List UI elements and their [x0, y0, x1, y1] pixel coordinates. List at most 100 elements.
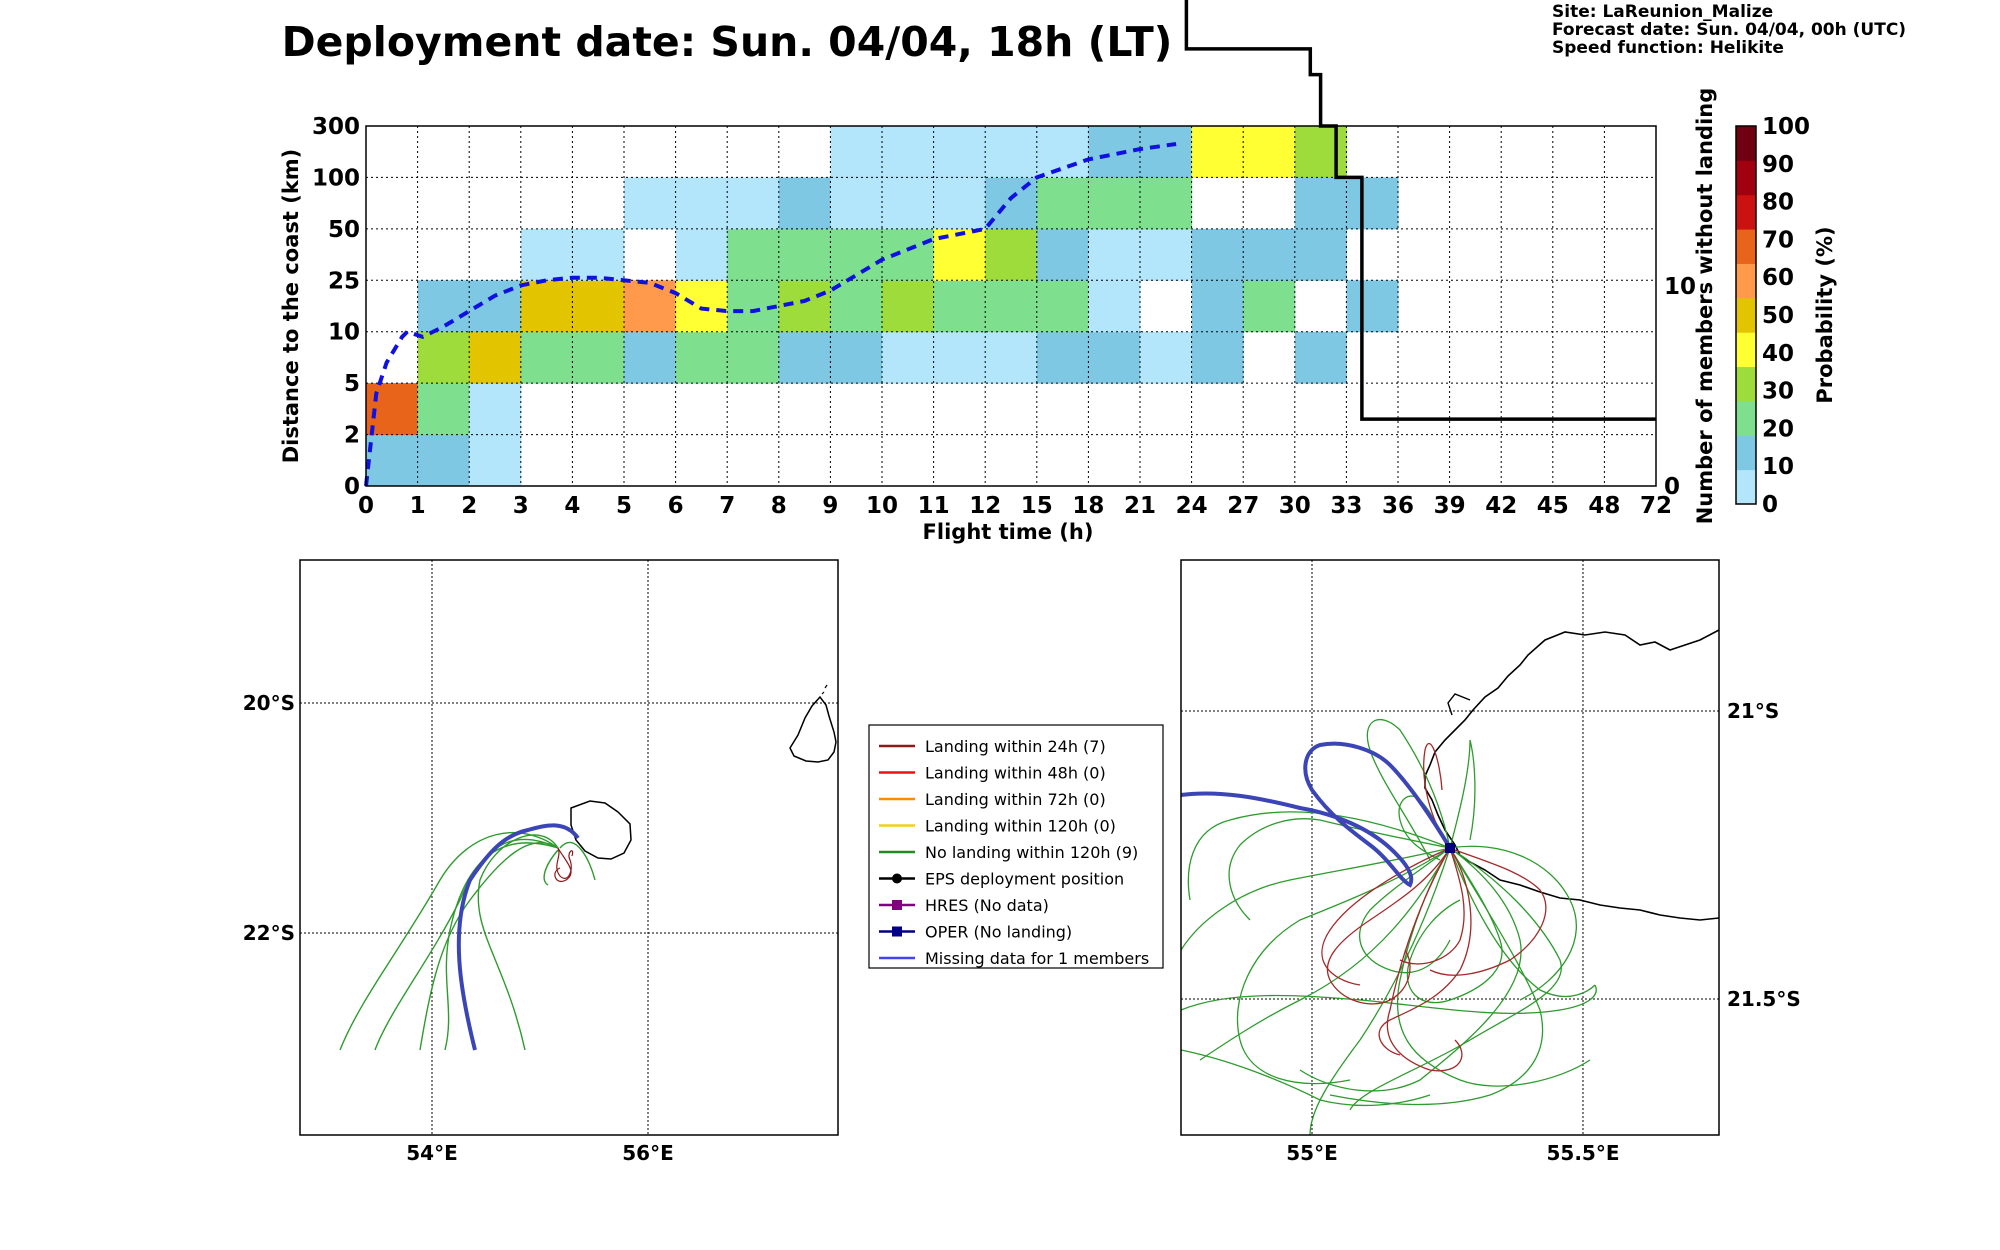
heatmap-cell-21 [1191, 331, 1244, 384]
heatmap-cell-43 [727, 228, 780, 281]
x-tick-label: 48 [1588, 493, 1620, 519]
heatmap-cell-54 [1294, 228, 1347, 281]
heatmap-cell-31 [830, 280, 883, 333]
colorbar-tick-label: 0 [1762, 492, 1778, 518]
x-tick-label: 18 [1072, 493, 1104, 519]
y2-tick-label: 10 [1664, 274, 1696, 300]
zoom-map-frame [1180, 559, 1720, 1136]
heatmap-cell-23 [417, 280, 470, 333]
heatmap-cell-53 [1243, 228, 1296, 281]
zoom-red-trajectories [1321, 742, 1547, 1072]
heatmap-cell-33 [933, 280, 986, 333]
legend-label: EPS deployment position [925, 870, 1124, 889]
x-tick-label: 9 [822, 493, 838, 519]
legend-label: Landing within 120h (0) [925, 817, 1116, 836]
heatmap-cell-39 [1346, 280, 1399, 333]
legend-square-marker [892, 926, 902, 937]
x-tick-label: 33 [1330, 493, 1362, 519]
heatmap-cell-65 [1140, 177, 1193, 230]
y-tick-label: 2 [344, 423, 360, 449]
colorbar-segment-9 [1736, 160, 1756, 196]
heatmap-cell-4 [417, 383, 470, 436]
heatmap-cell-36 [1088, 280, 1141, 333]
heatmap-cell-34 [985, 280, 1038, 333]
x-tick-label: 12 [969, 493, 1001, 519]
legend-label: Landing within 24h (7) [925, 737, 1106, 756]
colorbar-segment-5 [1736, 297, 1756, 333]
heatmap-cell-18 [1036, 331, 1089, 384]
x-tick-label: 11 [918, 493, 950, 519]
heatmap-cell-60 [882, 177, 935, 230]
x-tick-label: 72 [1640, 493, 1672, 519]
colorbar-segment-7 [1736, 229, 1756, 264]
heatmap-series [364, 0, 1656, 487]
heatmap-cell-40 [520, 228, 573, 281]
heatmap-cell-15 [882, 331, 935, 384]
legend-item-1: Landing within 48h (0) [879, 764, 1106, 783]
heatmap-cell-11 [675, 331, 728, 384]
colorbar-tick-label: 80 [1762, 190, 1794, 216]
colorbar-label: Probability (%) [1813, 226, 1837, 403]
heatmap-cell-67 [1346, 177, 1399, 230]
legend: Landing within 24h (7) Landing within 48h… [879, 737, 1149, 968]
x-tick-label: 0 [358, 493, 374, 519]
x-tick-label: 10 [866, 493, 898, 519]
heatmap-grid [366, 126, 1656, 486]
heatmap-cell-14 [830, 331, 883, 384]
legend-label: Missing data for 1 members [925, 949, 1149, 968]
heatmap-cell-45 [830, 228, 883, 281]
regional-oper-trajectory [456, 823, 580, 1051]
heatmap-cell-25 [520, 280, 573, 333]
legend-item-5: EPS deployment position [879, 870, 1124, 889]
x-tick-label: 42 [1485, 493, 1517, 519]
regional-lon-tick-1: 56°E [622, 1141, 674, 1165]
colorbar-segment-4 [1736, 332, 1756, 368]
heatmap-cell-16 [933, 331, 986, 384]
colorbar-segment-8 [1736, 194, 1756, 230]
heatmap-cell-22 [1294, 331, 1347, 384]
colorbar-segment-6 [1736, 263, 1756, 299]
colorbar-tick-label: 100 [1762, 114, 1810, 140]
x-tick-label: 7 [719, 493, 735, 519]
heatmap-cell-70 [933, 126, 986, 178]
colorbar-frame [1735, 125, 1757, 505]
zoom-lon-tick-0: 55°E [1286, 1141, 1338, 1165]
regional-lon-tick-0: 54°E [406, 1141, 458, 1165]
legend-box [868, 724, 1164, 969]
heatmap-cell-69 [882, 126, 935, 178]
heatmap-cell-32 [882, 280, 935, 333]
x-tick-label: 8 [771, 493, 787, 519]
figure-title: Deployment date: Sun. 04/04, 18h (LT) [282, 18, 1173, 66]
regional-lat-tick-0: 20°S [243, 691, 295, 715]
legend-item-4: No landing within 120h (9) [879, 843, 1138, 862]
y-tick-label: 10 [328, 320, 360, 346]
legend-item-3: Landing within 120h (0) [879, 817, 1116, 836]
y-tick-label: 300 [312, 114, 360, 140]
x-tick-label: 45 [1537, 493, 1569, 519]
heatmap-cell-1 [417, 434, 470, 487]
colorbar-tick-label: 70 [1762, 227, 1794, 253]
colorbar-tick-label: 10 [1762, 454, 1794, 480]
colorbar [1736, 126, 1756, 505]
heatmap-cell-37 [1191, 280, 1244, 333]
x-tick-label: 21 [1124, 493, 1156, 519]
heatmap-cell-20 [1140, 331, 1193, 384]
heatmap-cell-38 [1243, 280, 1296, 333]
x-tick-label: 15 [1021, 493, 1053, 519]
y2-axis-label: Number of members without landing [1693, 88, 1717, 525]
y-axis-label: Distance to the coast (km) [279, 149, 303, 464]
oper-deployment-marker [1445, 843, 1455, 853]
colorbar-tick-label: 50 [1762, 303, 1794, 329]
colorbar-tick-label: 60 [1762, 265, 1794, 291]
heatmap-cell-55 [624, 177, 677, 230]
x-tick-label: 5 [616, 493, 632, 519]
colorbar-segment-3 [1736, 366, 1756, 402]
heatmap-cell-19 [1088, 331, 1141, 384]
legend-item-8: Missing data for 1 members [879, 949, 1149, 968]
x-tick-label: 3 [513, 493, 529, 519]
heatmap-cell-46 [882, 228, 935, 281]
legend-circle-marker [892, 873, 902, 884]
legend-item-6: HRES (No data) [879, 896, 1049, 915]
